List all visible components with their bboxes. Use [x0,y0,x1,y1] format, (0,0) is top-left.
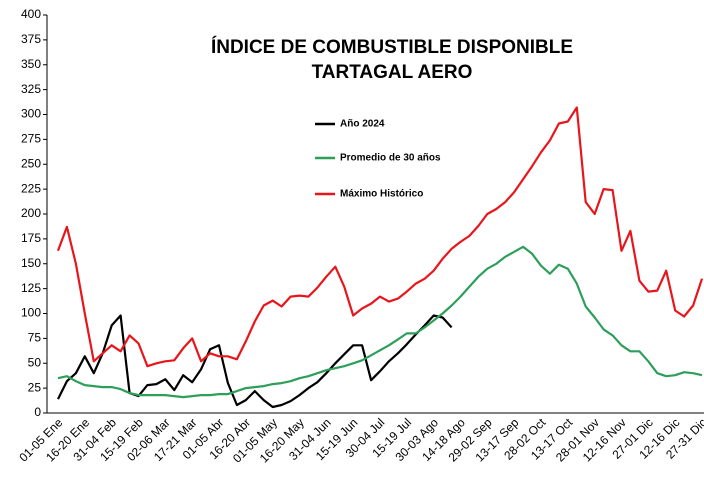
chart-title: TARTAGAL AERO [312,62,473,83]
y-tick-label: 0 [34,405,41,419]
chart-title: ÍNDICE DE COMBUSTIBLE DISPONIBLE [211,36,573,58]
series-line [57,314,453,409]
legend-label: Máximo Histórico [340,189,423,200]
y-tick-label: 350 [21,57,41,71]
y-tick-label: 100 [21,306,41,320]
y-tick-label: 375 [21,32,41,46]
y-tick-label: 175 [21,231,41,245]
y-tick-label: 25 [28,380,42,394]
legend-label: Año 2024 [340,119,385,130]
y-tick-label: 400 [21,7,41,21]
y-tick-label: 75 [28,331,42,345]
series-line [57,245,703,399]
y-tick-label: 275 [21,132,41,146]
y-tick-label: 250 [21,156,41,170]
y-tick-label: 300 [21,107,41,121]
y-tick-label: 150 [21,256,41,270]
y-tick-label: 50 [28,355,42,369]
y-tick-label: 125 [21,281,41,295]
series-line [56,106,704,368]
y-tick-label: 225 [21,181,41,195]
y-tick-label: 200 [21,206,41,220]
y-tick-label: 325 [21,82,41,96]
legend-label: Promedio de 30 años [340,153,441,164]
